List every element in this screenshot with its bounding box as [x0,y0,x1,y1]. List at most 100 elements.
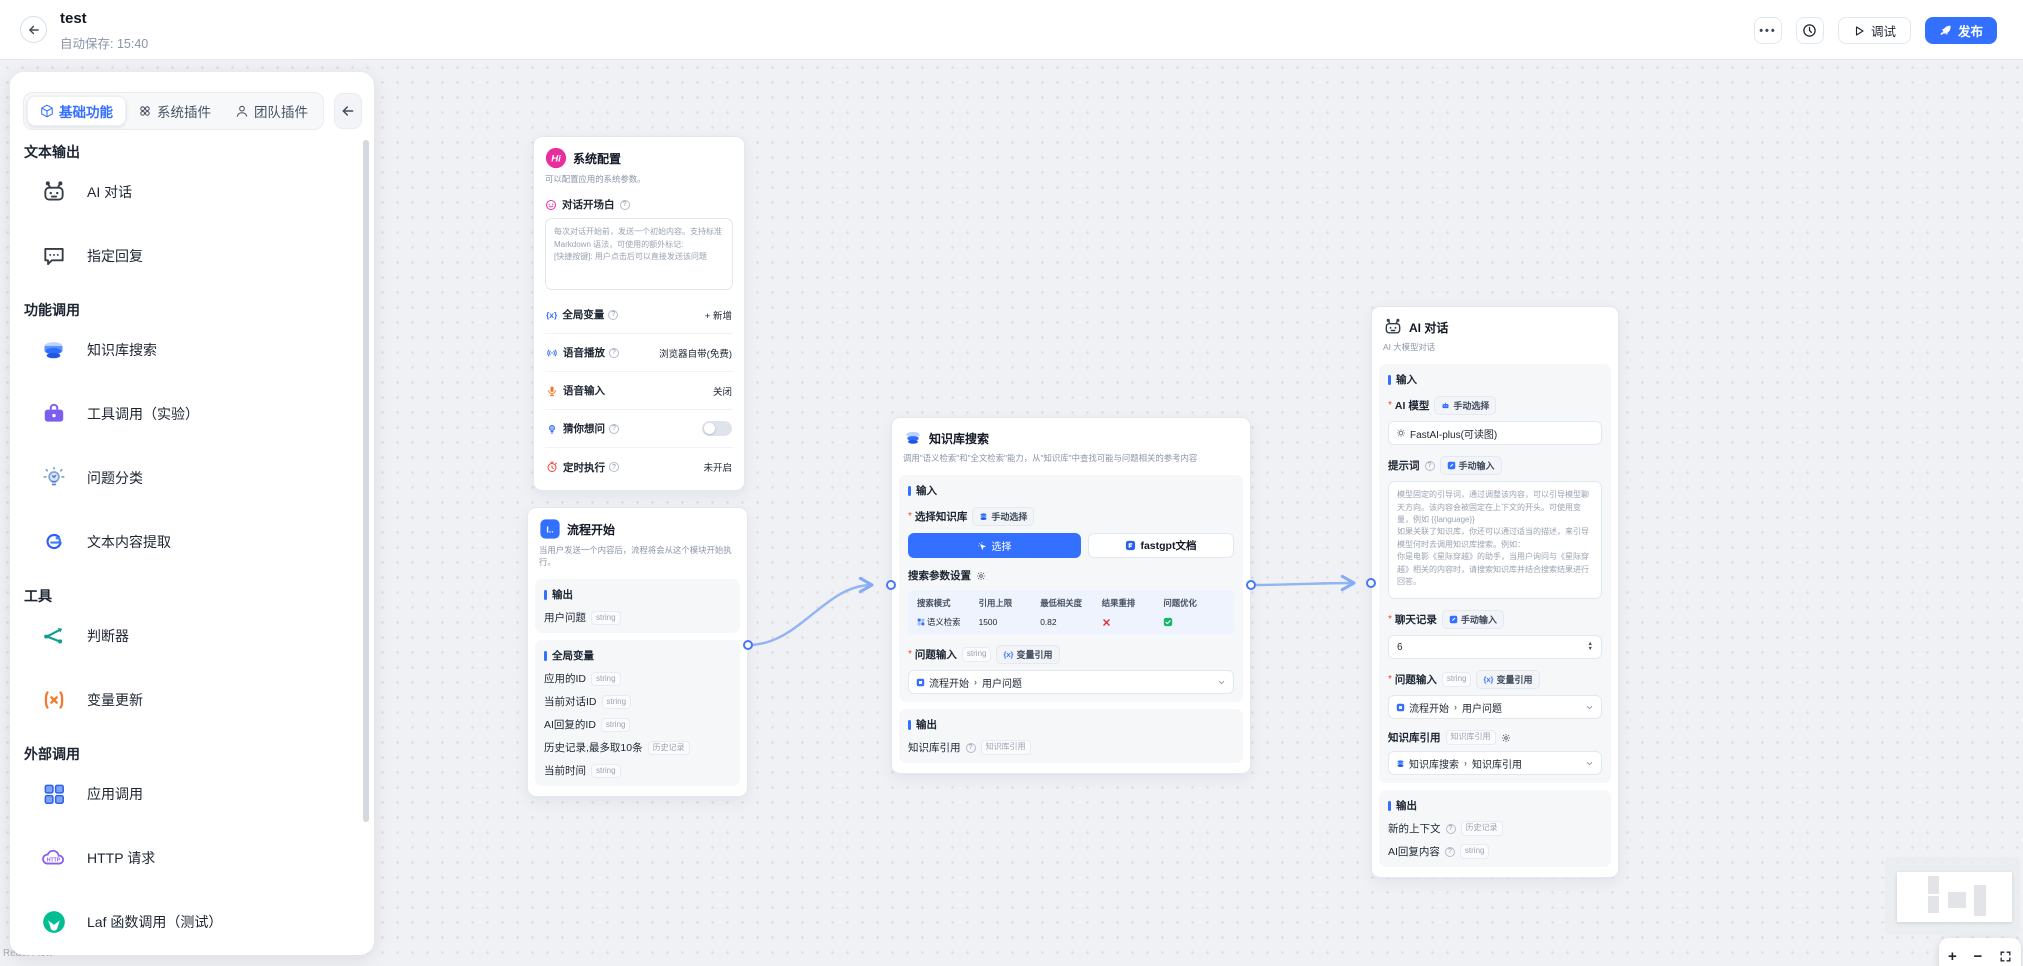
debug-button[interactable]: 调试 [1837,17,1911,44]
section-bar [544,589,547,600]
help-icon[interactable]: ? [608,309,619,320]
flow-start-icon [916,678,925,686]
section-external-call: 外部调用 [24,746,80,762]
config-row-stt[interactable]: 语音输入 关闭 [545,372,733,411]
similarity-value: 0.82 [1040,617,1057,628]
model-select[interactable]: FastAI-plus(可读图) [1388,421,1602,446]
question-source-select[interactable]: 流程开始 › 用户问题 [1388,695,1602,720]
port-aichat-target[interactable] [1366,578,1376,588]
help-icon[interactable]: ? [1424,460,1435,471]
apps-grid-icon [40,781,67,808]
manual-select-badge[interactable]: 手动选择 [1434,396,1497,416]
help-icon[interactable]: ? [609,347,619,358]
tab-team-plugins[interactable]: 团队插件 [223,96,320,126]
more-menu-button[interactable]: ••• [1753,17,1782,44]
history-count-input[interactable]: 6 ▲ ▼ [1388,635,1602,660]
fit-view-icon[interactable] [1999,950,2012,963]
node-title: AI 对话 [1409,320,1449,335]
selected-dataset-card[interactable]: fastgpt文档 [1087,533,1234,559]
welcome-textarea[interactable]: 每次对话开始前，发送一个初始内容。支持标准 Markdown 语法，可使用的额外… [545,218,733,291]
port-dataset-target[interactable] [886,580,896,590]
publish-button[interactable]: 发布 [1924,17,1997,44]
sidebar-item-laf-function[interactable]: Laf 函数调用（测试） [10,890,374,954]
node-system-config[interactable]: Hi 系统配置 可以配置应用的系统参数。 对话开场白 ? 每次对话开始前，发送一… [533,136,745,492]
minimap[interactable] [1885,857,2020,935]
help-icon[interactable]: ? [1444,846,1455,857]
button-label: 选择 [991,542,1012,554]
node-ai-chat[interactable]: AI 对话 AI 大模型对话 输入 * AI 模型 手动选择 FastAI-pl… [1371,306,1619,879]
sidebar-item-http-request[interactable]: HTTP HTTP 请求 [10,826,374,890]
variable-reference-badge[interactable]: {x} 变量引用 [1476,670,1540,690]
sidebar-item-content-extract[interactable]: 文本内容提取 [10,510,374,574]
output-box: 输出 用户问题 string [535,579,740,634]
question-source-select[interactable]: 流程开始 › 用户问题 [908,670,1234,695]
sidebar-item-dataset-search[interactable]: 知识库搜索 [10,318,374,382]
sidebar-item-tool-call[interactable]: 工具调用（实验） [10,382,374,446]
database-icon [906,431,920,444]
number-stepper[interactable]: ▲ ▼ [1587,641,1593,653]
sidebar-item-app-invoke[interactable]: 应用调用 [10,762,374,826]
plugin-icon [140,106,150,116]
row-label: 定时执行 [563,461,605,474]
help-icon[interactable]: ? [619,199,630,210]
help-icon[interactable]: ? [609,462,619,473]
row-value[interactable]: + 新增 [704,310,732,322]
chevron-right-icon: › [974,677,977,688]
port-dataset-source[interactable] [1246,580,1256,590]
help-icon[interactable]: ? [965,742,976,753]
node-dataset-search[interactable]: 知识库搜索 调用"语义检索"和"全文检索"能力，从"知识库"中查找可能与问题相关… [891,417,1251,775]
quote-source-select[interactable]: 知识库搜索 › 知识库引用 [1388,751,1602,776]
node-flow-start[interactable]: I.. 流程开始 当用户发送一个内容后，流程将会从这个模块开始执行。 输出 用户… [527,507,748,798]
config-row-global-variables[interactable]: {x} 全局变量 ? + 新增 [545,296,733,335]
sidebar-item-classifier[interactable]: 判断器 [10,604,374,668]
sidebar-item-variable-update[interactable]: 变量更新 [10,668,374,732]
history-button[interactable] [1795,17,1824,44]
row-value[interactable]: 浏览器自带(免费) [659,348,732,360]
row-value[interactable]: 关闭 [712,386,732,398]
gear-icon[interactable] [1501,733,1511,743]
flow-start-icon [1396,703,1405,711]
variable-reference-badge[interactable]: {x} 变量引用 [996,645,1060,665]
help-icon[interactable]: ? [1445,823,1456,834]
zoom-in-button[interactable]: + [1948,947,1957,965]
config-row-scheduled-trigger[interactable]: 定时执行 ? 未开启 [545,448,733,486]
sidebar-item-assigned-reply[interactable]: 指定回复 [10,224,374,288]
back-button[interactable] [20,16,47,43]
question-input-label: 问题输入 [914,649,957,662]
tab-label: 基础功能 [59,105,113,120]
panel-scrollbar[interactable] [363,140,369,822]
reply-bubble-icon [40,243,67,270]
step-up-icon[interactable]: ▲ [1587,641,1593,648]
zoom-out-button[interactable]: − [1973,947,1983,965]
manual-input-badge[interactable]: 手动输入 [1441,610,1504,630]
prompt-textarea[interactable]: 模型固定的引导词，通过调整该内容，可以引导模型聊天方向。该内容会被固定在上下文的… [1388,481,1602,600]
tab-basic-modules[interactable]: 基础功能 [27,96,126,126]
extract-icon [40,529,67,556]
tab-system-plugins[interactable]: 系统插件 [126,96,223,126]
gear-icon[interactable] [976,571,986,581]
sidebar-item-question-classify[interactable]: 问题分类 [10,446,374,510]
manual-input-badge[interactable]: 手动输入 [1439,456,1502,476]
manual-select-badge[interactable]: 手动选择 [972,507,1035,527]
step-down-icon[interactable]: ▼ [1587,646,1593,653]
config-row-tts[interactable]: 语音播放 ? 浏览器自带(免费) [545,334,733,373]
choose-dataset-button[interactable]: 选择 [908,533,1081,559]
question-guide-toggle[interactable] [702,421,732,437]
row-label: 语音播放 [563,347,605,360]
sidebar-item-ai-chat[interactable]: AI 对话 [10,160,374,224]
database-icon [40,337,67,364]
collapse-panel-button[interactable] [334,93,362,129]
chevron-right-icon: › [1454,702,1457,713]
flow-start-icon: I.. [540,519,560,539]
chevron-right-icon: › [1464,758,1467,769]
help-icon[interactable]: ? [609,423,619,434]
row-label: 全局变量 [562,309,605,322]
row-value[interactable]: 未开启 [703,463,732,475]
config-row-question-guide[interactable]: 猜你想问 ? [545,410,733,449]
output-row: 用户问题 string [544,610,731,626]
port-flowstart-source[interactable] [743,640,753,650]
cube-icon [41,104,53,118]
minimap-viewport[interactable] [1897,872,2012,922]
global-label: 当前对话ID [544,696,597,709]
section-tools: 工具 [24,588,52,604]
